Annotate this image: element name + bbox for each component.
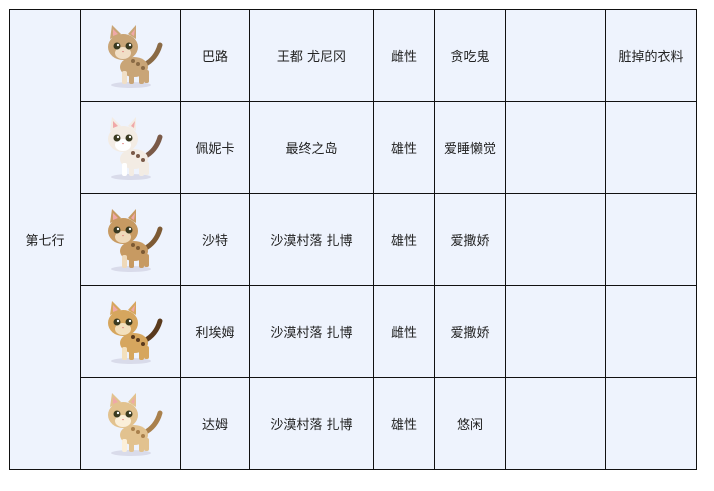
leopard-cat-icon	[107, 300, 162, 364]
table-row: 利埃姆 沙漠村落 扎博 雌性 爱撒娇	[10, 285, 697, 378]
empty-cell	[505, 193, 606, 286]
cat-item	[605, 193, 697, 286]
cat-gender: 雌性	[373, 285, 435, 378]
table-row: 佩妮卡 最终之岛 雄性 爱睡懒觉	[10, 101, 697, 194]
table-row: 第七行 巴路 王都 尤尼冈 雌性 贪吃鬼 脏掉的衣料	[9, 9, 697, 470]
empty-cell	[505, 285, 606, 378]
cat-trait: 悠闲	[434, 377, 506, 470]
cat-trait: 爱睡懒觉	[434, 101, 506, 194]
cat-image-cell	[80, 377, 181, 470]
empty-cell	[505, 101, 606, 194]
empty-cell	[505, 9, 606, 102]
brown-tabby-cat-icon	[107, 208, 162, 272]
cat-table: 第七行 巴路 王都 尤尼冈 雌性 贪吃鬼 脏掉的衣料 佩妮卡 最终之岛 雄性 爱睡懒觉 沙特沙…	[9, 9, 697, 470]
cat-image-cell	[80, 285, 181, 378]
cream-tabby-cat-icon	[107, 392, 162, 456]
cat-gender: 雄性	[373, 377, 435, 470]
cat-location: 沙漠村落 扎博	[249, 377, 374, 470]
empty-cell	[505, 377, 606, 470]
tabby-cat-icon	[107, 24, 162, 88]
cat-trait: 爱撒娇	[434, 285, 506, 378]
cat-location: 沙漠村落 扎博	[249, 193, 374, 286]
group-label: 第七行	[9, 9, 81, 470]
cat-item	[605, 377, 697, 470]
cat-location: 最终之岛	[249, 101, 374, 194]
cat-trait: 爱撒娇	[434, 193, 506, 286]
cat-image-cell	[80, 9, 181, 102]
cat-name: 巴路	[180, 9, 250, 102]
table-row: 达姆 沙漠村落 扎博 雄性 悠闲	[10, 377, 697, 470]
cat-location: 王都 尤尼冈	[249, 9, 374, 102]
cat-location: 沙漠村落 扎博	[249, 285, 374, 378]
cat-trait: 贪吃鬼	[434, 9, 506, 102]
cat-image-cell	[80, 193, 181, 286]
cat-item	[605, 285, 697, 378]
calico-cat-icon	[107, 116, 162, 180]
cat-item	[605, 101, 697, 194]
cat-name: 利埃姆	[180, 285, 250, 378]
cat-name: 沙特	[180, 193, 250, 286]
cat-name: 佩妮卡	[180, 101, 250, 194]
cat-item: 脏掉的衣料	[605, 9, 697, 102]
cat-name: 达姆	[180, 377, 250, 470]
cat-image-cell	[80, 101, 181, 194]
cat-gender: 雄性	[373, 193, 435, 286]
cat-gender: 雌性	[373, 9, 435, 102]
cat-gender: 雄性	[373, 101, 435, 194]
table-row: 沙特 沙漠村落 扎博 雄性 爱撒娇	[10, 193, 697, 286]
